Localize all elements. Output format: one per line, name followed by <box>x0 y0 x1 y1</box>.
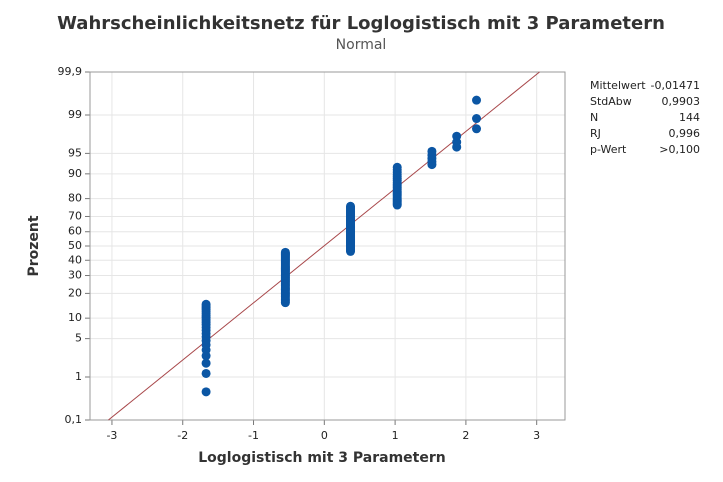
data-point <box>392 162 402 172</box>
x-tick-label: -1 <box>248 429 259 442</box>
chart-subtitle: Normal <box>336 37 387 53</box>
y-tick-label: 95 <box>68 146 82 159</box>
data-point <box>201 299 211 309</box>
y-tick-label: 5 <box>75 332 82 345</box>
stat-label: RJ <box>590 127 601 140</box>
x-tick-label: 3 <box>533 429 540 442</box>
y-tick-label: 10 <box>68 311 82 324</box>
x-tick-label: -3 <box>106 429 117 442</box>
y-tick-label: 80 <box>68 192 82 205</box>
fit-line <box>108 71 540 421</box>
data-point <box>472 124 482 134</box>
stat-label: N <box>590 111 598 124</box>
data-point <box>201 368 211 378</box>
y-tick-label: 99 <box>68 108 82 121</box>
y-axis-label: Prozent <box>26 215 42 276</box>
stat-value: >0,100 <box>659 143 700 156</box>
y-tick-label: 70 <box>68 209 82 222</box>
x-tick-label: 0 <box>321 429 328 442</box>
y-tick-label: 40 <box>68 253 82 266</box>
stat-value: 0,9903 <box>662 95 701 108</box>
data-point <box>427 146 437 156</box>
y-tick-label: 30 <box>68 269 82 282</box>
x-axis-label: Loglogistisch mit 3 Parametern <box>198 450 446 466</box>
stat-label: p-Wert <box>590 143 627 156</box>
y-tick-label: 0,1 <box>65 413 83 426</box>
stat-label: StdAbw <box>590 95 632 108</box>
data-point <box>201 358 211 368</box>
plot-frame <box>89 71 566 421</box>
data-point <box>346 201 356 211</box>
data-point <box>280 247 290 257</box>
y-tick-label: 99,9 <box>58 65 83 78</box>
data-point <box>472 95 482 105</box>
stat-value: 144 <box>679 111 700 124</box>
y-tick-label: 90 <box>68 167 82 180</box>
y-tick-label: 1 <box>75 370 82 383</box>
x-tick-label: 2 <box>462 429 469 442</box>
chart-title: Wahrscheinlichkeitsnetz für Loglogistisc… <box>57 13 665 34</box>
x-tick-label: 1 <box>392 429 399 442</box>
y-tick-label: 60 <box>68 225 82 238</box>
x-tick-label: -2 <box>177 429 188 442</box>
y-tick-label: 50 <box>68 239 82 252</box>
y-tick-label: 20 <box>68 286 82 299</box>
stat-label: Mittelwert <box>590 79 646 92</box>
stat-value: -0,01471 <box>651 79 700 92</box>
data-point <box>452 131 462 141</box>
stat-value: 0,996 <box>669 127 701 140</box>
data-point <box>472 114 482 124</box>
data-point <box>201 387 211 397</box>
